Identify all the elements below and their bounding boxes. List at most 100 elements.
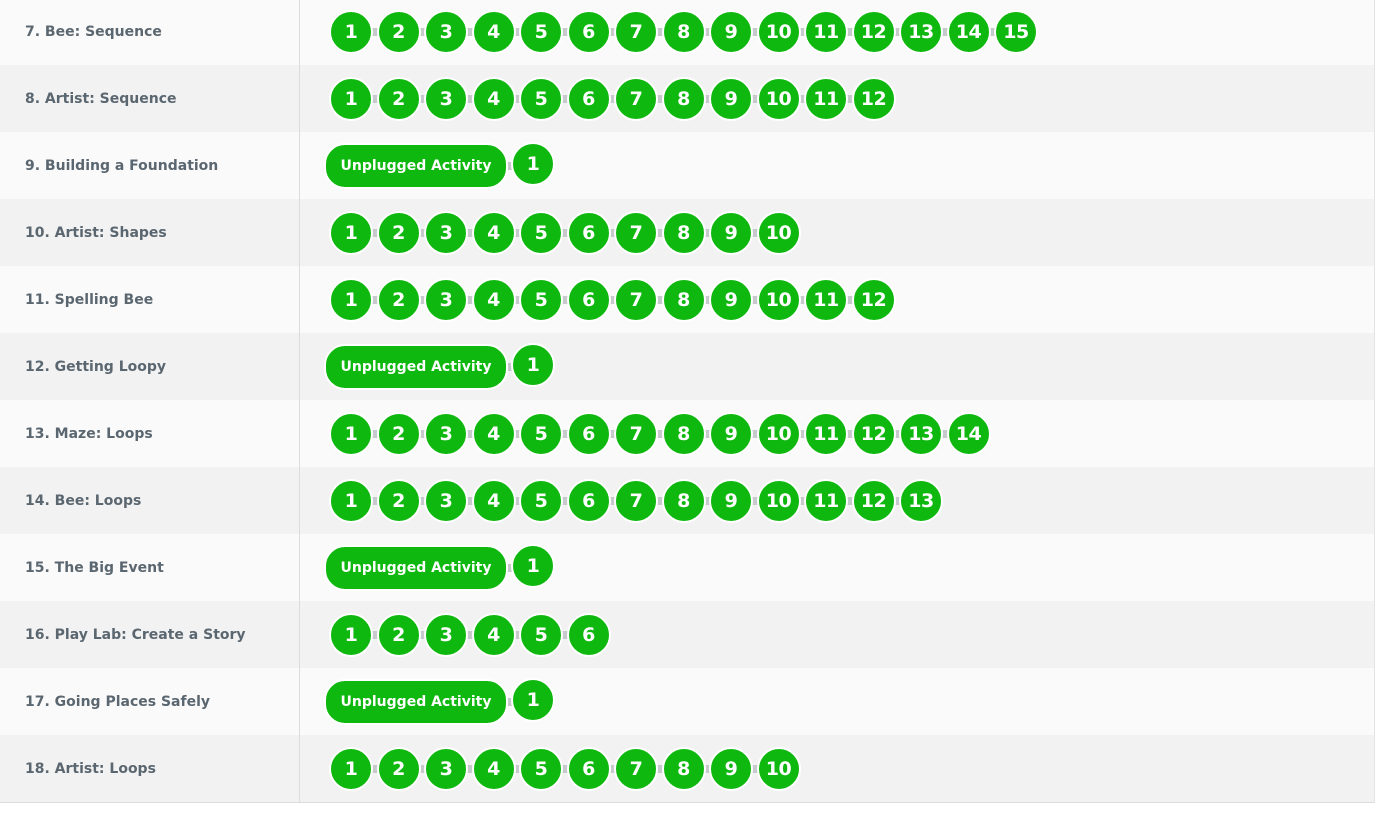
level-bubble[interactable]: 6: [566, 612, 611, 657]
stage-name[interactable]: 7. Bee: Sequence: [25, 23, 162, 40]
unplugged-activity-button[interactable]: Unplugged Activity: [324, 678, 508, 725]
level-bubble[interactable]: 8: [661, 210, 706, 255]
level-bubble[interactable]: 15: [994, 9, 1038, 54]
level-bubble[interactable]: 1: [511, 343, 555, 387]
level-bubble[interactable]: 1: [329, 746, 373, 791]
level-bubble[interactable]: 10: [756, 411, 801, 456]
level-bubble[interactable]: 3: [424, 411, 468, 456]
level-bubble[interactable]: 2: [376, 9, 421, 54]
level-bubble[interactable]: 2: [376, 612, 421, 657]
level-bubble[interactable]: 7: [614, 9, 658, 54]
level-bubble[interactable]: 3: [424, 746, 468, 791]
level-bubble[interactable]: 6: [566, 9, 611, 54]
level-bubble[interactable]: 10: [756, 9, 801, 54]
level-bubble[interactable]: 9: [709, 478, 753, 523]
level-bubble[interactable]: 5: [519, 478, 563, 523]
level-bubble[interactable]: 8: [661, 9, 706, 54]
level-bubble[interactable]: 6: [566, 210, 611, 255]
stage-name[interactable]: 17. Going Places Safely: [25, 693, 210, 710]
level-bubble[interactable]: 2: [376, 478, 421, 523]
level-bubble[interactable]: 2: [376, 746, 421, 791]
level-bubble[interactable]: 5: [519, 210, 563, 255]
level-bubble[interactable]: 1: [511, 544, 555, 588]
level-bubble[interactable]: 4: [471, 9, 516, 54]
level-bubble[interactable]: 1: [329, 9, 373, 54]
level-bubble[interactable]: 2: [376, 277, 421, 322]
level-bubble[interactable]: 5: [519, 411, 563, 456]
level-bubble[interactable]: 6: [566, 76, 611, 121]
level-bubble[interactable]: 10: [756, 478, 801, 523]
level-bubble[interactable]: 9: [709, 210, 753, 255]
level-bubble[interactable]: 4: [471, 210, 516, 255]
level-bubble[interactable]: 4: [471, 746, 516, 791]
level-bubble[interactable]: 1: [329, 411, 373, 456]
level-bubble[interactable]: 5: [519, 612, 563, 657]
level-bubble[interactable]: 9: [709, 9, 753, 54]
level-bubble[interactable]: 1: [329, 612, 373, 657]
level-bubble[interactable]: 11: [804, 76, 848, 121]
unplugged-activity-button[interactable]: Unplugged Activity: [324, 343, 508, 390]
level-bubble[interactable]: 7: [614, 277, 658, 322]
stage-name[interactable]: 9. Building a Foundation: [25, 157, 219, 174]
level-bubble[interactable]: 11: [804, 9, 848, 54]
level-bubble[interactable]: 2: [376, 76, 421, 121]
level-bubble[interactable]: 6: [566, 277, 611, 322]
level-bubble[interactable]: 13: [899, 478, 943, 523]
level-bubble[interactable]: 3: [424, 478, 468, 523]
level-bubble[interactable]: 3: [424, 76, 468, 121]
unplugged-activity-button[interactable]: Unplugged Activity: [324, 544, 508, 591]
level-bubble[interactable]: 3: [424, 612, 468, 657]
level-bubble[interactable]: 12: [851, 76, 896, 121]
level-bubble[interactable]: 9: [709, 746, 753, 791]
unplugged-activity-button[interactable]: Unplugged Activity: [324, 142, 508, 189]
level-bubble[interactable]: 13: [899, 411, 943, 456]
level-bubble[interactable]: 12: [851, 411, 896, 456]
level-bubble[interactable]: 8: [661, 478, 706, 523]
level-bubble[interactable]: 3: [424, 277, 468, 322]
level-bubble[interactable]: 4: [471, 411, 516, 456]
level-bubble[interactable]: 4: [471, 277, 516, 322]
stage-name[interactable]: 11. Spelling Bee: [25, 291, 154, 308]
level-bubble[interactable]: 3: [424, 9, 468, 54]
level-bubble[interactable]: 3: [424, 210, 468, 255]
stage-name[interactable]: 10. Artist: Shapes: [25, 224, 167, 241]
level-bubble[interactable]: 5: [519, 76, 563, 121]
level-bubble[interactable]: 1: [329, 478, 373, 523]
level-bubble[interactable]: 1: [329, 277, 373, 322]
level-bubble[interactable]: 1: [329, 210, 373, 255]
level-bubble[interactable]: 10: [756, 746, 801, 791]
stage-name[interactable]: 18. Artist: Loops: [25, 760, 156, 777]
level-bubble[interactable]: 11: [804, 411, 848, 456]
level-bubble[interactable]: 10: [756, 76, 801, 121]
level-bubble[interactable]: 10: [756, 277, 801, 322]
level-bubble[interactable]: 7: [614, 746, 658, 791]
level-bubble[interactable]: 8: [661, 411, 706, 456]
level-bubble[interactable]: 5: [519, 277, 563, 322]
stage-name[interactable]: 8. Artist: Sequence: [25, 90, 177, 107]
level-bubble[interactable]: 14: [946, 9, 991, 54]
level-bubble[interactable]: 11: [804, 478, 848, 523]
level-bubble[interactable]: 12: [851, 478, 896, 523]
level-bubble[interactable]: 1: [511, 678, 555, 722]
level-bubble[interactable]: 6: [566, 746, 611, 791]
level-bubble[interactable]: 5: [519, 9, 563, 54]
level-bubble[interactable]: 14: [946, 411, 991, 456]
level-bubble[interactable]: 1: [511, 142, 555, 186]
level-bubble[interactable]: 4: [471, 612, 516, 657]
level-bubble[interactable]: 12: [851, 277, 896, 322]
level-bubble[interactable]: 7: [614, 76, 658, 121]
level-bubble[interactable]: 7: [614, 478, 658, 523]
stage-name[interactable]: 14. Bee: Loops: [25, 492, 142, 509]
stage-name[interactable]: 15. The Big Event: [25, 559, 164, 576]
level-bubble[interactable]: 9: [709, 277, 753, 322]
level-bubble[interactable]: 13: [899, 9, 943, 54]
level-bubble[interactable]: 7: [614, 411, 658, 456]
stage-name[interactable]: 13. Maze: Loops: [25, 425, 153, 442]
level-bubble[interactable]: 6: [566, 478, 611, 523]
level-bubble[interactable]: 11: [804, 277, 848, 322]
level-bubble[interactable]: 7: [614, 210, 658, 255]
level-bubble[interactable]: 2: [376, 411, 421, 456]
level-bubble[interactable]: 5: [519, 746, 563, 791]
stage-name[interactable]: 16. Play Lab: Create a Story: [25, 626, 246, 643]
level-bubble[interactable]: 4: [471, 478, 516, 523]
